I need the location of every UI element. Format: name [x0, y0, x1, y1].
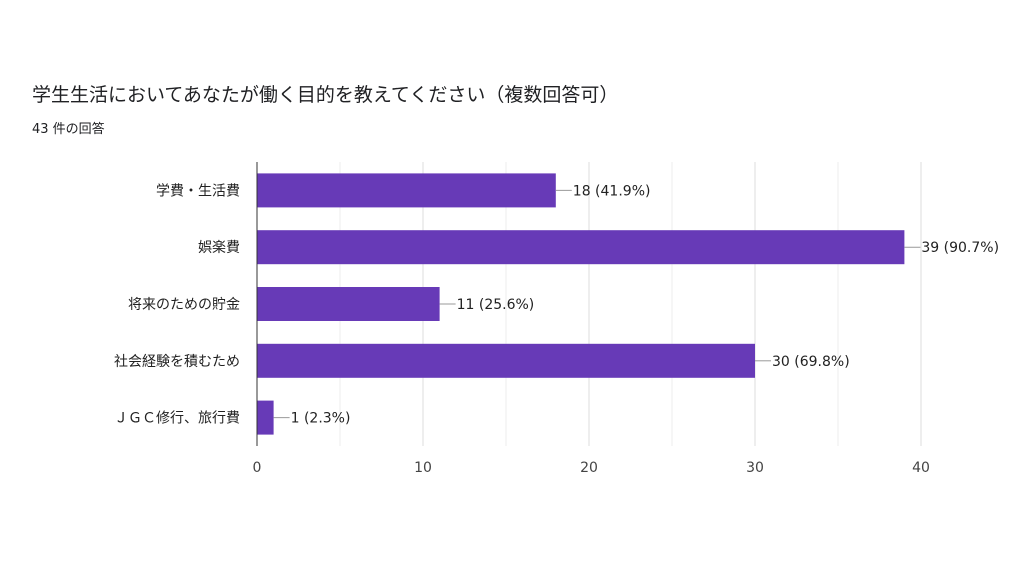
- x-tick-label: 40: [912, 460, 930, 476]
- bar: [257, 230, 905, 265]
- category-label: 学費・生活費: [156, 183, 240, 199]
- response-count: 43 件の回答: [32, 122, 105, 137]
- category-label: 将来のための貯金: [128, 297, 240, 313]
- data-label: 39 (90.7%): [921, 240, 999, 256]
- category-label: 社会経験を積むため: [114, 354, 240, 370]
- x-tick-label: 10: [414, 460, 432, 476]
- chart-title: 学生生活においてあなたが働く目的を教えてください（複数回答可）: [32, 84, 619, 106]
- bar: [257, 173, 556, 208]
- data-label: 30 (69.8%): [772, 354, 850, 370]
- x-tick-label: 20: [580, 460, 598, 476]
- data-label: 18 (41.9%): [573, 183, 651, 199]
- category-label: 娯楽費: [198, 240, 240, 256]
- x-tick-label: 0: [253, 460, 262, 476]
- bar: [257, 343, 755, 378]
- x-tick-label: 30: [746, 460, 764, 476]
- category-label: ＪＧＣ修行、旅行費: [114, 411, 240, 427]
- data-label: 11 (25.6%): [457, 297, 535, 313]
- data-label: 1 (2.3%): [291, 411, 351, 427]
- bar: [257, 400, 274, 435]
- bar: [257, 287, 440, 321]
